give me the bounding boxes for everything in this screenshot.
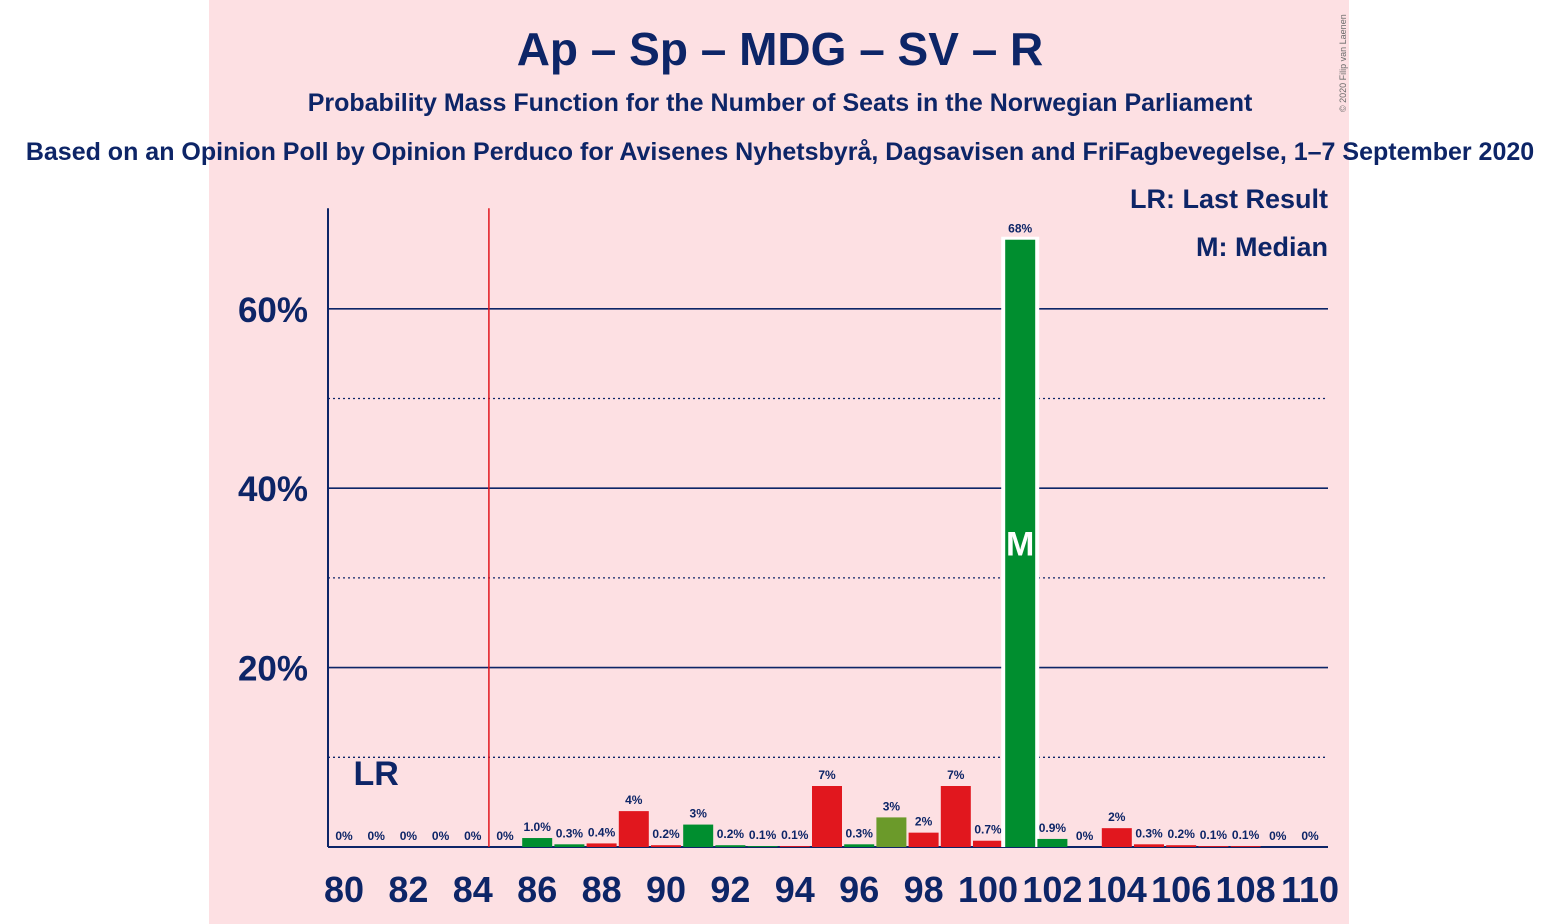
- x-tick-label: 92: [710, 869, 750, 910]
- legend-last-result: LR: Last Result: [1129, 184, 1328, 214]
- x-tick-label: 86: [517, 869, 557, 910]
- x-tick-label: 110: [1281, 869, 1339, 910]
- bar-value-label: 0.1%: [1232, 828, 1260, 842]
- bar-value-label: 0.3%: [556, 826, 584, 840]
- bar-seats-90: [651, 845, 681, 847]
- bar-value-label: 7%: [947, 768, 965, 782]
- bar-value-label: 1.0%: [524, 820, 552, 834]
- bar-value-label: 0%: [464, 829, 482, 843]
- bar-value-label: 0.2%: [717, 827, 745, 841]
- bar-seats-96: [844, 844, 875, 847]
- y-tick-label: 60%: [238, 291, 308, 330]
- bar-value-label: 0.1%: [781, 828, 809, 842]
- bar-value-label: 0.2%: [1168, 827, 1196, 841]
- y-tick-label: 20%: [238, 650, 308, 689]
- bar-value-label: 0.3%: [1135, 826, 1163, 840]
- bar-seats-107: [1198, 846, 1229, 847]
- y-tick-label: 40%: [238, 470, 308, 509]
- bar-value-label: 2%: [1108, 810, 1126, 824]
- bar-seats-89: [618, 811, 649, 847]
- x-tick-label: 84: [453, 869, 493, 910]
- bar-seats-99: [940, 786, 971, 847]
- x-tick-label: 88: [582, 869, 622, 910]
- x-tick-label: 80: [324, 869, 364, 910]
- bar-seats-91: [683, 824, 714, 847]
- x-tick-label: 108: [1216, 869, 1276, 910]
- bar-seats-98: [908, 832, 939, 847]
- bar-value-label: 7%: [818, 768, 836, 782]
- bar-seats-101: [1005, 239, 1036, 847]
- bar-value-label: 0.1%: [749, 828, 777, 842]
- bar-seats-94: [779, 846, 810, 847]
- bar-seats-93: [747, 846, 778, 847]
- bar-value-label: 0.3%: [846, 826, 874, 840]
- bar-seats-100: [973, 840, 1003, 847]
- x-tick-label: 94: [775, 869, 815, 910]
- chart-subtitle: Probability Mass Function for the Number…: [307, 89, 1253, 117]
- x-tick-label: 82: [388, 869, 428, 910]
- chart-background-panel: [209, 0, 1349, 924]
- x-tick-label: 106: [1151, 869, 1211, 910]
- bar-value-label: 0.4%: [588, 825, 616, 839]
- bar-value-label: 0.9%: [1039, 821, 1067, 835]
- chart-source: Based on an Opinion Poll by Opinion Perd…: [25, 138, 1535, 166]
- bar-seats-102: [1037, 838, 1068, 847]
- x-tick-label: 96: [839, 869, 879, 910]
- median-marker: M: [1006, 525, 1034, 563]
- bar-value-label: 4%: [625, 793, 643, 807]
- bar-seats-106: [1166, 845, 1197, 847]
- bar-value-label: 0%: [432, 829, 450, 843]
- x-tick-label: 90: [646, 869, 686, 910]
- legend-median: M: Median: [1196, 232, 1328, 262]
- x-tick-label: 104: [1087, 869, 1147, 910]
- bar-value-label: 0%: [368, 829, 386, 843]
- bar-seats-87: [554, 844, 585, 847]
- x-tick-label: 102: [1022, 869, 1082, 910]
- x-tick-label: 98: [904, 869, 944, 910]
- bar-value-label: 0%: [1269, 829, 1287, 843]
- bar-value-label: 0%: [400, 829, 418, 843]
- bar-value-label: 0%: [335, 829, 353, 843]
- bar-seats-95: [812, 786, 842, 847]
- bar-seats-92: [715, 845, 746, 847]
- bar-value-label: 3%: [690, 807, 708, 821]
- bar-value-label: 0.2%: [652, 827, 680, 841]
- bar-value-label: 3%: [883, 799, 901, 813]
- bar-value-label: 0.1%: [1200, 828, 1228, 842]
- bar-value-label: 0.7%: [974, 823, 1002, 837]
- chart-title: Ap – Sp – MDG – SV – R: [516, 23, 1044, 75]
- bar-seats-88: [586, 843, 617, 847]
- bar-seats-86: [522, 838, 553, 847]
- bar-value-label: 0%: [1076, 829, 1094, 843]
- bar-seats-108: [1230, 846, 1261, 847]
- bar-value-label: 2%: [915, 815, 933, 829]
- bar-value-label: 0%: [1301, 829, 1319, 843]
- x-tick-label: 100: [958, 869, 1018, 910]
- last-result-marker: LR: [354, 755, 399, 793]
- bar-seats-97: [876, 817, 907, 847]
- bar-value-label: 68%: [1008, 222, 1032, 236]
- bar-seats-104: [1101, 828, 1132, 847]
- bar-value-label: 0%: [496, 829, 514, 843]
- bar-seats-105: [1134, 844, 1164, 847]
